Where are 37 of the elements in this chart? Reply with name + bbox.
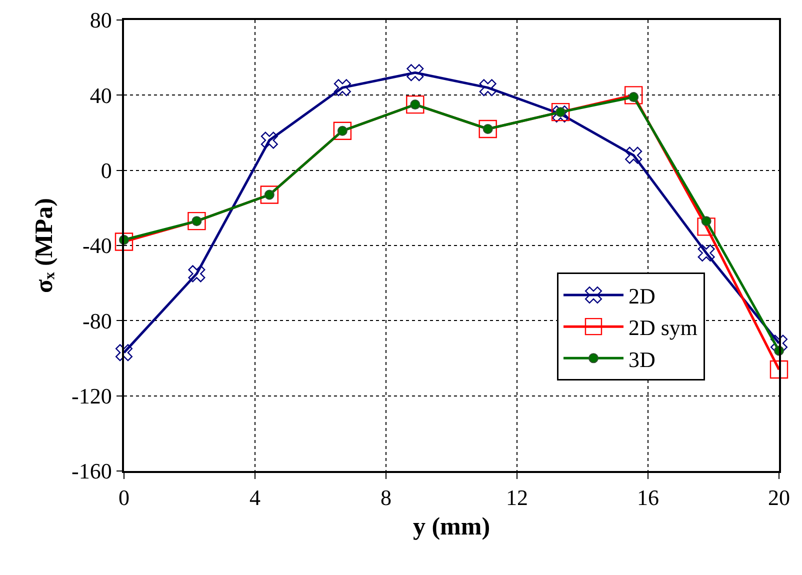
point [770, 334, 788, 352]
point [701, 216, 712, 226]
point [624, 86, 643, 104]
y-tick-label: -40 [82, 233, 112, 258]
point [114, 232, 134, 251]
y-axis-title: σₓ (MPa) [30, 198, 58, 294]
y-tick-label: 40 [90, 82, 112, 108]
point [698, 244, 715, 262]
x-tick-label: 4 [250, 485, 260, 510]
legend-label: 3D [628, 346, 656, 372]
point [333, 122, 352, 140]
point [406, 95, 424, 114]
x-tick-label: 16 [637, 485, 659, 510]
y-tick-label: -160 [72, 458, 112, 484]
y-tick-label: -120 [72, 384, 112, 409]
point [479, 79, 496, 96]
point [260, 132, 278, 149]
point [625, 146, 642, 164]
x-tick-label: 0 [118, 485, 130, 510]
point [115, 344, 133, 362]
point [406, 64, 424, 82]
x-tick-label: 12 [506, 485, 528, 510]
point [334, 79, 351, 96]
legend-label: 2D sym [628, 315, 698, 340]
y-tick-label: 80 [90, 8, 112, 33]
point [478, 120, 497, 138]
point [697, 218, 716, 236]
y-tick-label: -80 [82, 308, 112, 334]
x-tick-label: 8 [380, 485, 392, 510]
point [188, 212, 206, 230]
point [260, 186, 279, 204]
x-axis-title: y (mm) [412, 514, 490, 541]
point [770, 360, 788, 379]
point [188, 265, 206, 282]
legend-label: 2D [628, 284, 656, 309]
y-tick-label: 0 [100, 158, 112, 184]
x-tick-label: 20 [768, 485, 790, 510]
